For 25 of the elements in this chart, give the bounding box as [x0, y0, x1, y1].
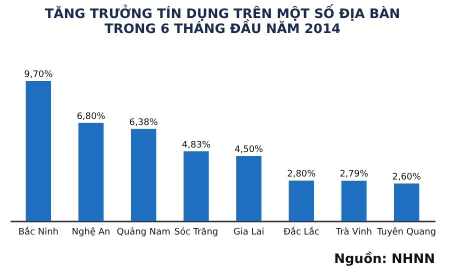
data-label: 9,70%	[24, 70, 54, 80]
bar	[236, 156, 262, 221]
data-label: 2,79%	[340, 170, 369, 180]
bar	[130, 128, 156, 221]
x-tick-label: Đắc Lắc	[284, 226, 320, 238]
data-label: 2,60%	[392, 172, 422, 182]
bar	[341, 180, 367, 221]
bar	[26, 81, 52, 221]
x-tick-label: Tuyên Quang	[376, 226, 436, 238]
bar	[288, 180, 314, 221]
text: Nguồn: NHNN	[334, 251, 435, 267]
x-tick-label: Bắc Ninh	[18, 226, 58, 238]
x-tick-label: Sóc Trăng	[174, 226, 218, 238]
data-label: 4,50%	[234, 145, 264, 156]
data-label: 2,80%	[287, 170, 316, 180]
x-tick-label: Nghệ An	[72, 226, 110, 238]
bar	[184, 151, 209, 221]
x-tick-label: Gia Lai	[233, 228, 264, 238]
bar	[78, 122, 104, 221]
x-tick-label: Quảng Nam	[116, 226, 170, 238]
x-tick-label: Trà Vinh	[334, 226, 372, 238]
bar	[394, 183, 420, 221]
data-label: 6,38%	[129, 118, 158, 128]
data-label: 4,83%	[182, 140, 211, 150]
data-label: 6,80%	[76, 112, 106, 122]
